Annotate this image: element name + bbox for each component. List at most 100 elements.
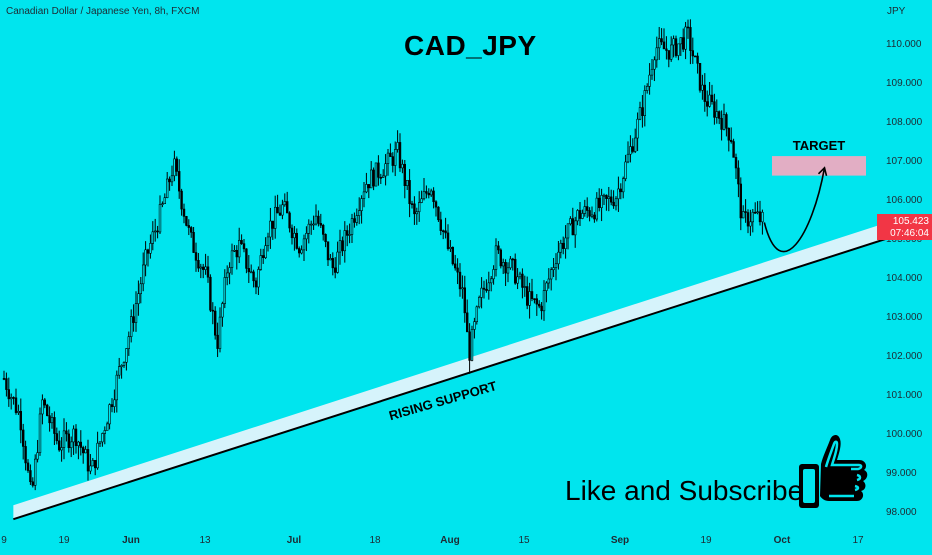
candle-body [79, 441, 83, 448]
candle-body [669, 44, 673, 60]
candle-body [489, 278, 493, 284]
candle-body [453, 263, 457, 269]
candle-body [537, 303, 541, 307]
candle-body [36, 452, 39, 460]
candle-body [725, 114, 728, 129]
candle-body [45, 404, 49, 417]
candle-body [312, 223, 315, 226]
candle-body [266, 236, 270, 246]
candle-body [86, 449, 90, 472]
candle-body [26, 462, 30, 471]
candle-body [564, 237, 567, 249]
candle-body [403, 163, 406, 186]
candle-body [221, 303, 224, 318]
candle-body [82, 447, 85, 454]
projection-arrow [763, 167, 826, 253]
candle-body [182, 208, 186, 217]
time-tick-9: 19 [700, 535, 712, 546]
projection-arrowhead [817, 166, 828, 176]
candle-body [158, 204, 162, 233]
candle-body [192, 232, 195, 253]
candle-body [523, 286, 527, 288]
candle-body [264, 245, 267, 258]
candle-body [115, 374, 119, 401]
candle-body [89, 465, 92, 472]
candle-body [758, 211, 762, 223]
candle-body [31, 481, 34, 486]
price-tick-12: 110.000 [886, 39, 922, 50]
candle-body [168, 178, 171, 183]
candle-body [389, 152, 392, 157]
candle-body [161, 203, 164, 206]
candle-body [238, 240, 241, 258]
candle-body [660, 38, 663, 43]
candle-body [57, 440, 61, 451]
last-price-badge: 105.423 07:46:04 [877, 214, 932, 240]
candle-body [67, 433, 71, 449]
candle-body [405, 180, 409, 186]
candle-body [96, 442, 99, 469]
candle-body [130, 316, 133, 337]
candle-body [7, 389, 11, 400]
candle-body [696, 55, 699, 64]
candle-body [50, 417, 54, 424]
candle-body [518, 273, 522, 278]
candle-body [734, 157, 738, 169]
candle-body [134, 303, 138, 323]
candle-body [693, 55, 697, 58]
time-axis[interactable]: 9 19 Jun 13 Jul 18 Aug 15 Sep 19 Oct 17 [1, 535, 864, 546]
candle-body [391, 156, 394, 166]
candle-body [717, 111, 721, 119]
candle-body [497, 245, 500, 251]
candle-body [288, 212, 291, 229]
candle-body [326, 241, 330, 261]
candle-body [581, 213, 584, 219]
candle-body [672, 38, 675, 46]
candle-body [475, 306, 478, 322]
candle-body [48, 415, 51, 424]
candle-body [65, 430, 68, 435]
candle-body [535, 298, 539, 305]
candle-body [597, 197, 601, 208]
candle-body [53, 417, 56, 434]
candle-body [566, 223, 570, 239]
price-tick-3: 101.000 [886, 390, 923, 401]
candle-body [185, 216, 188, 226]
candle-body [614, 198, 618, 207]
candle-body [516, 276, 519, 284]
candle-body [343, 230, 346, 252]
candle-body [55, 433, 59, 442]
candle-body [533, 298, 536, 300]
candle-body [38, 413, 42, 453]
candle-body [70, 441, 73, 449]
price-tick-6: 104.000 [886, 273, 923, 284]
candle-body [569, 218, 572, 225]
candle-body [679, 37, 683, 45]
candle-body [384, 163, 387, 177]
candle-body [434, 201, 438, 208]
thumbs-up-icon [799, 434, 868, 508]
candle-body [451, 246, 454, 265]
candle-body [417, 202, 421, 213]
candle-body [122, 361, 126, 366]
candle-body [662, 41, 666, 50]
candle-body [513, 258, 517, 284]
candle-body [72, 428, 75, 443]
candle-body [77, 441, 80, 446]
candle-body [398, 142, 402, 169]
candle-body [530, 291, 534, 299]
candle-body [142, 264, 145, 285]
candle-body [214, 310, 217, 336]
candle-body [583, 206, 587, 214]
candle-body [21, 429, 25, 447]
time-tick-0: 9 [1, 535, 7, 546]
candle-body [295, 232, 298, 249]
price-axis[interactable]: 98.000 99.000 100.000 101.000 102.000 103.000… [886, 39, 923, 518]
candle-body [698, 62, 702, 91]
candle-body [285, 201, 289, 214]
candle-body [749, 221, 752, 227]
candle-body [410, 203, 414, 205]
candle-body [357, 210, 361, 216]
